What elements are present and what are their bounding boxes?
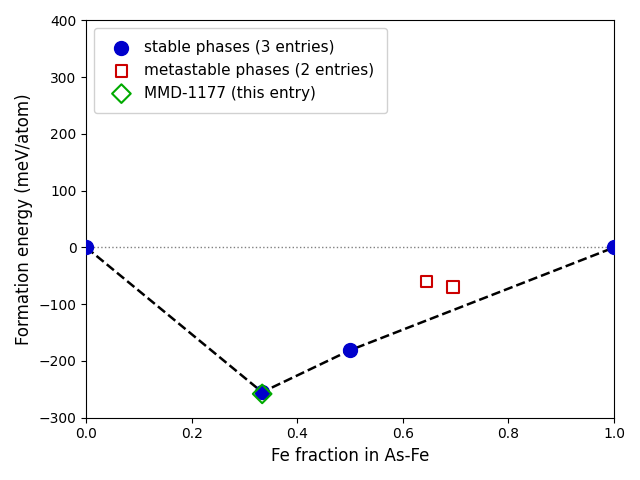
metastable phases (2 entries)	[447, 283, 458, 291]
Legend: stable phases (3 entries), metastable phases (2 entries), MMD-1177 (this entry): stable phases (3 entries), metastable ph…	[94, 28, 387, 113]
stable phases (3 entries)	[345, 347, 355, 354]
metastable phases (2 entries)	[421, 278, 431, 286]
MMD-1177 (this entry)	[257, 390, 268, 398]
X-axis label: Fe fraction in As-Fe: Fe fraction in As-Fe	[271, 447, 429, 465]
Y-axis label: Formation energy (meV/atom): Formation energy (meV/atom)	[15, 93, 33, 345]
stable phases (3 entries)	[81, 244, 92, 252]
stable phases (3 entries)	[257, 388, 268, 396]
stable phases (3 entries)	[609, 244, 619, 252]
